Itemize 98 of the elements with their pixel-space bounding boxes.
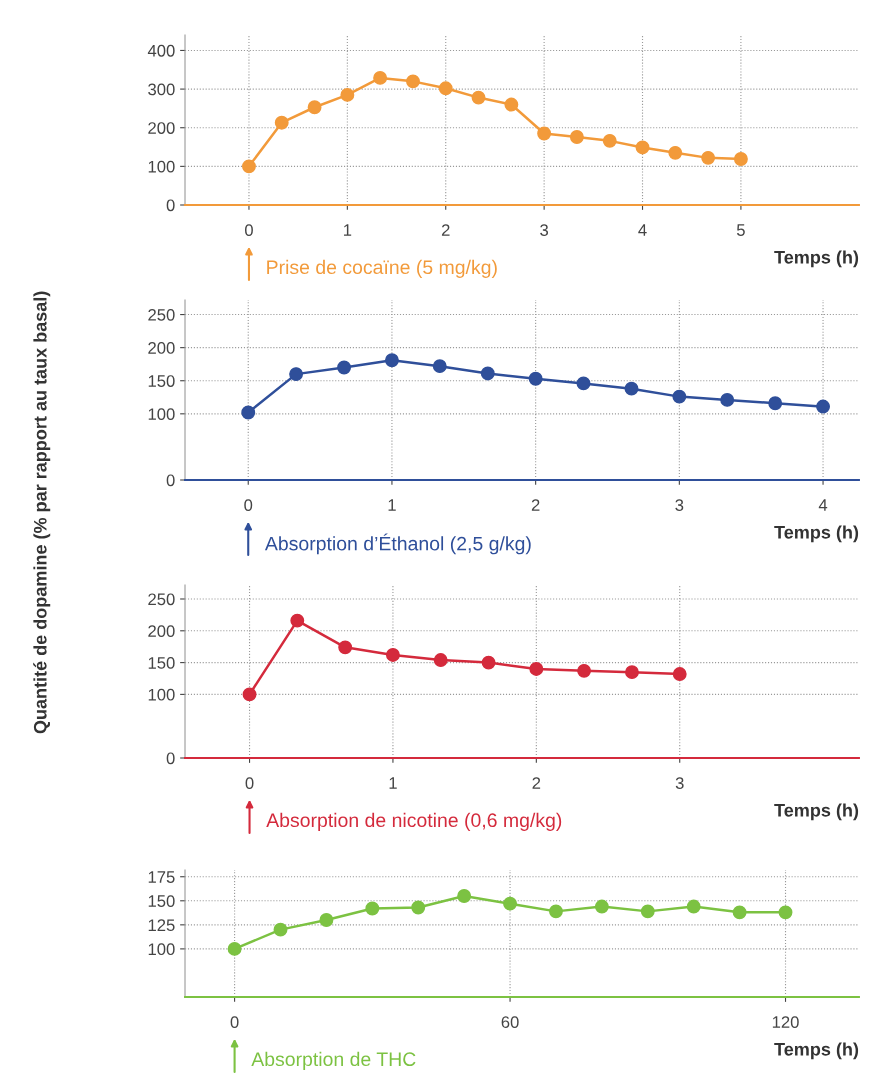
point [594,899,609,914]
y-tick-label: 100 [148,688,175,701]
point [481,655,496,670]
point [337,360,352,375]
x-tick-label: 3 [675,777,684,789]
point [385,648,400,662]
x-axis-title: Temps (h) [774,525,859,543]
point [624,381,639,396]
x-axis-title: Temps (h) [774,250,859,268]
y-axis-title: Quantité de dopamine (% par rapport au taux basal) [33,291,51,734]
point [457,889,472,903]
x-tick-label: 2 [441,224,450,236]
y-tick-label: 200 [148,122,175,134]
x-tick-label: 2 [531,499,540,511]
point [672,667,687,681]
x-tick-label: 3 [675,499,684,511]
point [384,353,399,368]
point [672,389,687,404]
x-axis-title: Temps (h) [774,803,859,821]
point [625,665,639,680]
y-tick-label: 200 [148,342,175,354]
x-tick-label: 0 [230,1016,239,1028]
text: Absorption de THC [251,1051,416,1070]
y-tick-label: 100 [148,160,175,173]
text: Absorption de nicotine (0,6 mg/kg) [266,812,562,831]
point [528,371,543,386]
y-tick-label: 0 [166,199,175,212]
y-tick-label: 150 [148,895,175,907]
point [273,922,288,937]
point [406,74,420,89]
y-tick-label: 200 [148,625,175,637]
text: Prise de cocaïne (5 mg/kg) [267,259,497,278]
x-tick-label: 3 [540,224,549,236]
x-tick-label: 4 [638,224,647,236]
point [668,145,683,160]
point [720,392,735,407]
y-tick-label: 150 [148,375,175,387]
point [733,152,748,166]
x-tick-label: 0 [244,499,253,511]
point [411,900,426,915]
x-tick-label: 0 [244,224,253,236]
point [471,90,486,105]
point [537,126,552,141]
point [602,133,617,148]
y-tick-label: 300 [148,83,175,96]
x-tick-label: 5 [736,224,745,236]
x-tick-label: 1 [388,499,396,511]
x-tick-label: 0 [245,777,254,789]
y-tick-label: 150 [148,657,175,669]
point [701,150,716,165]
point [338,640,353,655]
point [640,904,655,919]
point [274,115,289,130]
point [576,376,591,391]
point [732,905,747,920]
point [438,81,453,96]
x-tick-label: 1 [389,777,397,789]
point [365,901,380,916]
x-axis-title: Temps (h) [774,1042,859,1060]
y-tick-label: 400 [147,44,175,57]
point [816,399,830,414]
point [432,359,447,374]
point [307,100,322,115]
point [290,613,305,628]
point [529,662,544,676]
point [433,653,448,667]
x-tick-label: 4 [818,499,828,511]
x-tick-label: 1 [343,224,352,236]
x-tick-label: 60 [501,1016,519,1028]
point [480,366,495,381]
y-tick-label: 250 [148,308,175,321]
point [577,663,592,678]
point [242,687,257,702]
point [373,70,388,85]
point [289,367,304,382]
y-tick-label: 0 [166,474,175,487]
point [549,904,563,919]
point [504,97,519,112]
y-tick-label: 100 [148,408,175,421]
point [340,87,355,102]
point [768,396,783,411]
point [635,140,650,155]
point [242,159,256,174]
point [227,941,242,956]
point [686,899,701,914]
point [241,405,256,420]
x-tick-label: 120 [772,1016,799,1028]
point [778,905,793,920]
y-tick-label: 175 [148,871,175,883]
y-tick-label: 0 [166,752,175,765]
y-tick-label: 100 [148,943,175,956]
y-tick-label: 250 [148,593,175,606]
x-tick-label: 2 [532,777,541,789]
text: Absorption d’Éthanol (2,5 g/kg) [264,533,531,555]
point [569,130,584,144]
y-tick-label: 125 [148,919,175,932]
point [319,913,334,927]
point [503,896,518,911]
